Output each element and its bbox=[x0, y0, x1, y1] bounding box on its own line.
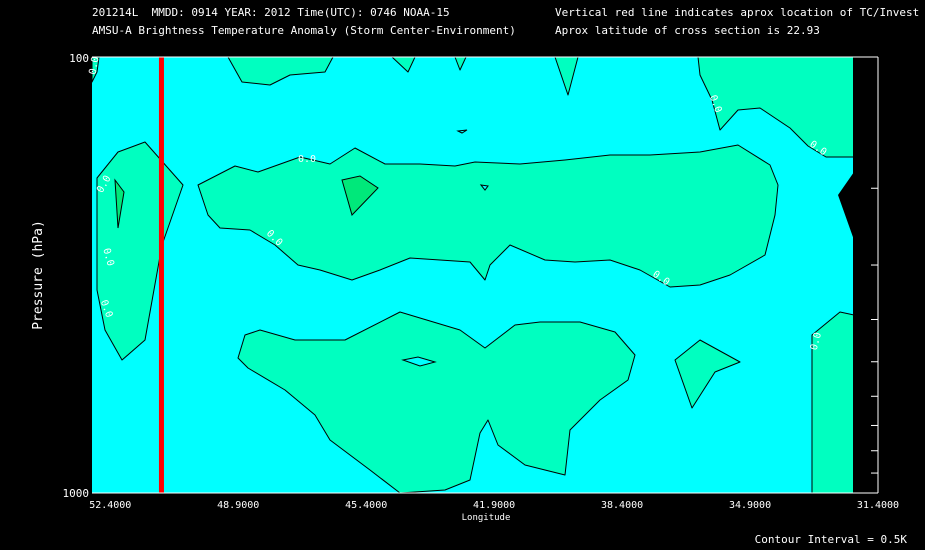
x-tick-label: 45.4000 bbox=[345, 500, 387, 511]
contour-maximum-upper-band bbox=[341, 175, 379, 216]
y-tick-top: 100 bbox=[69, 52, 89, 65]
contour-label: 0.0 bbox=[298, 154, 316, 165]
x-tick-label: 41.9000 bbox=[473, 500, 515, 511]
x-axis-label: Longitude bbox=[462, 513, 511, 523]
header-line-1: 201214L MMDD: 0914 YEAR: 2012 Time(UTC):… bbox=[92, 6, 450, 19]
x-tick-label: 48.9000 bbox=[217, 500, 259, 511]
y-axis-label: Pressure (hPa) bbox=[31, 220, 46, 330]
y-tick-bottom: 1000 bbox=[63, 487, 90, 500]
header-line-4: Aprox latitude of cross section is 22.93 bbox=[555, 24, 820, 37]
contour-label: 0.0 bbox=[100, 247, 115, 267]
contour-region-lower-right-blob bbox=[674, 339, 741, 409]
contour-label: 0.0 bbox=[809, 331, 824, 351]
header-line-2: AMSU-A Brightness Temperature Anomaly (S… bbox=[92, 24, 516, 37]
x-tick-labels: 52.4000 48.9000 45.4000 41.9000 38.4000 34.90… bbox=[89, 500, 899, 511]
contour-label: 0.0 bbox=[88, 56, 102, 76]
y-minor-ticks bbox=[871, 56, 878, 494]
plot-area: 0.0 0.0 0.0 0.0 0.0 0.0 0.0 0.0 0.0 0.0 bbox=[88, 56, 878, 494]
missing-data-region bbox=[838, 57, 878, 493]
header-line-3: Vertical red line indicates aprox locati… bbox=[555, 6, 920, 19]
contour-region-lower-band bbox=[237, 311, 636, 494]
contour-minimum-tiny-b bbox=[479, 184, 489, 191]
contour-minimum-small-loop bbox=[401, 356, 437, 367]
x-tick-label: 31.4000 bbox=[857, 500, 899, 511]
contour-minimum-tiny-a bbox=[456, 129, 468, 134]
contour-maximum-left-column bbox=[114, 178, 125, 229]
x-tick-label: 52.4000 bbox=[89, 500, 131, 511]
contour-interval-note: Contour Interval = 0.5K bbox=[754, 533, 907, 546]
x-tick-label: 38.4000 bbox=[601, 500, 643, 511]
axes bbox=[92, 56, 879, 494]
x-tick-label: 34.9000 bbox=[729, 500, 771, 511]
